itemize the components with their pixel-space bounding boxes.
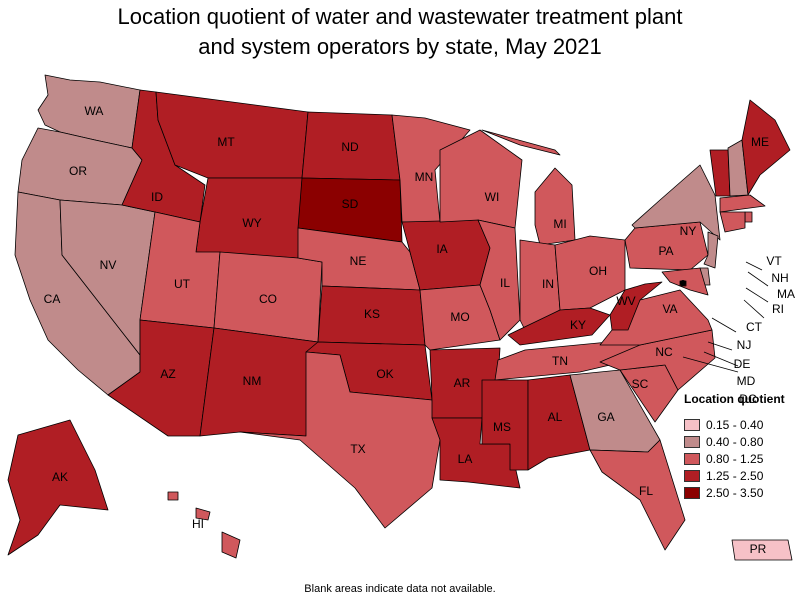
state-label-wa: WA: [85, 104, 104, 118]
state-label-tn: TN: [552, 354, 568, 368]
map-title: Location quotient of water and wastewate…: [0, 2, 800, 62]
footnote: Blank areas indicate data not available.: [304, 583, 496, 595]
state-la: [431, 417, 521, 489]
state-label-hi: HI: [192, 517, 204, 531]
state-label-id: ID: [151, 190, 163, 204]
state-label-co: CO: [259, 292, 277, 306]
state-hi: [167, 491, 241, 559]
state-label-nm: NM: [243, 374, 262, 388]
state-label-ok: OK: [376, 367, 393, 381]
legend-item: 2.50 - 3.50: [684, 484, 796, 501]
state-label-tx: TX: [350, 442, 365, 456]
state-label-fl: FL: [639, 484, 653, 498]
state-label-ky: KY: [570, 318, 586, 332]
state-label-pr: PR: [750, 542, 767, 556]
state-label-oh: OH: [589, 264, 607, 278]
state-label-ma: MA: [777, 287, 795, 301]
state-label-me: ME: [751, 135, 769, 149]
state-ct: [719, 211, 746, 233]
state-label-la: LA: [458, 452, 473, 466]
state-label-az: AZ: [160, 367, 175, 381]
state-label-vt: VT: [766, 254, 782, 268]
state-label-in: IN: [542, 277, 554, 291]
state-label-wi: WI: [485, 190, 500, 204]
state-label-ms: MS: [493, 420, 511, 434]
state-label-ak: AK: [52, 470, 68, 484]
state-label-nc: NC: [655, 345, 673, 359]
legend-label: 0.80 - 1.25: [706, 451, 764, 466]
state-label-wv: WV: [616, 294, 635, 308]
state-label-mn: MN: [415, 170, 434, 184]
state-va: [599, 289, 713, 346]
state-nc: [599, 329, 716, 391]
state-wv: [609, 281, 663, 331]
legend-item: 0.40 - 0.80: [684, 433, 796, 450]
legend-item: 0.80 - 1.25: [684, 450, 796, 467]
state-al: [527, 374, 591, 471]
state-label-il: IL: [500, 276, 510, 290]
legend: Location quotient 0.15 - 0.40 0.40 - 0.80…: [684, 392, 796, 501]
state-label-sd: SD: [342, 197, 359, 211]
state-label-ga: GA: [597, 410, 614, 424]
state-label-nh: NH: [771, 271, 788, 285]
legend-swatch: [684, 418, 700, 431]
state-pr: [731, 539, 793, 561]
legend-item: 0.15 - 0.40: [684, 416, 796, 433]
state-il: [477, 219, 521, 341]
state-label-mt: MT: [217, 135, 235, 149]
state-label-nv: NV: [100, 258, 117, 272]
state-label-ne: NE: [350, 254, 367, 268]
state-wi: [439, 129, 523, 229]
legend-label: 1.25 - 2.50: [706, 468, 764, 483]
title-line-1: Location quotient of water and wastewate…: [117, 4, 683, 29]
state-label-ny: NY: [680, 224, 697, 238]
state-mn: [391, 114, 471, 223]
state-label-de: DE: [734, 357, 751, 371]
state-vt: [709, 149, 731, 197]
state-tx: [239, 351, 441, 529]
state-label-ks: KS: [364, 307, 380, 321]
state-label-ia: IA: [436, 242, 447, 256]
legend-label: 2.50 - 3.50: [706, 485, 764, 500]
state-label-wy: WY: [242, 216, 261, 230]
state-ak: [7, 419, 109, 556]
state-label-ar: AR: [454, 376, 471, 390]
state-label-al: AL: [548, 410, 563, 424]
dc-marker: [680, 280, 686, 286]
state-label-ct: CT: [746, 320, 763, 334]
state-label-mi: MI: [553, 217, 566, 231]
state-ny: [631, 164, 721, 241]
state-label-ut: UT: [174, 277, 191, 291]
state-label-va: VA: [662, 302, 677, 316]
state-label-nd: ND: [341, 140, 359, 154]
state-co: [213, 251, 323, 343]
legend-swatch: [684, 435, 700, 448]
state-label-ca: CA: [44, 292, 61, 306]
state-ma: [719, 194, 766, 213]
state-label-or: OR: [69, 164, 87, 178]
state-label-md: MD: [737, 374, 756, 388]
legend-swatch: [684, 469, 700, 482]
state-label-pa: PA: [658, 244, 673, 258]
state-label-dc: DC: [739, 392, 757, 406]
state-fl: [589, 439, 686, 551]
state-nj: [703, 231, 719, 269]
legend-item: 1.25 - 2.50: [684, 467, 796, 484]
state-label-nj: NJ: [737, 338, 752, 352]
state-ri: [744, 211, 753, 223]
state-label-mo: MO: [450, 310, 469, 324]
state-label-sc: SC: [632, 377, 649, 391]
legend-title: Location quotient: [684, 392, 785, 406]
legend-swatch: [684, 452, 700, 465]
title-line-2: and system operators by state, May 2021: [198, 34, 602, 59]
state-label-ri: RI: [772, 302, 784, 316]
legend-swatch: [684, 486, 700, 499]
legend-label: 0.40 - 0.80: [706, 434, 764, 449]
legend-label: 0.15 - 0.40: [706, 417, 764, 432]
